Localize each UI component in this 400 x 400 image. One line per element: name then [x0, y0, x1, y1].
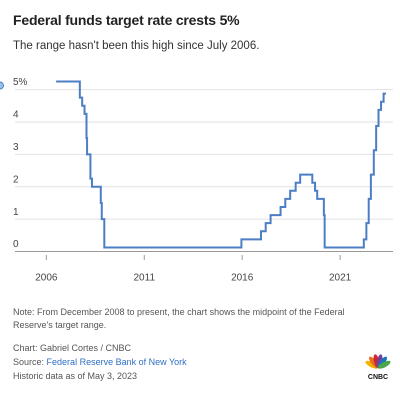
y-tick-label: 5% — [13, 77, 28, 88]
x-tick-label: 2016 — [231, 273, 254, 284]
credit: Chart: Gabriel Cortes / CNBC — [13, 343, 132, 353]
rate-line — [56, 80, 386, 249]
logo: CNBC — [365, 354, 391, 381]
x-tick-label: 2011 — [134, 273, 156, 284]
x-tick-label: 2021 — [329, 273, 352, 284]
y-tick-label: 0 — [13, 239, 19, 250]
source-label: Source: — [13, 357, 45, 367]
data-date: Historic data as of May 3, 2023 — [13, 371, 138, 381]
chart-subtitle: The range hasn't been this high since Ju… — [13, 40, 260, 52]
logo-text: CNBC — [368, 374, 388, 381]
source-link[interactable]: Federal Reserve Bank of New York — [46, 357, 187, 367]
logo-feather — [377, 360, 391, 369]
source: Source: Federal Reserve Bank of New York — [13, 356, 373, 369]
x-tick-label: 2006 — [35, 273, 58, 284]
chart-title: Federal funds target rate crests 5% — [13, 12, 240, 28]
y-tick-label: 2 — [13, 174, 19, 185]
y-tick-label: 3 — [13, 142, 19, 153]
y-tick-label: 1 — [13, 207, 19, 218]
note: Note: From December 2008 to present, the… — [13, 307, 345, 330]
end-point — [0, 81, 4, 90]
y-tick-label: 4 — [13, 110, 19, 121]
